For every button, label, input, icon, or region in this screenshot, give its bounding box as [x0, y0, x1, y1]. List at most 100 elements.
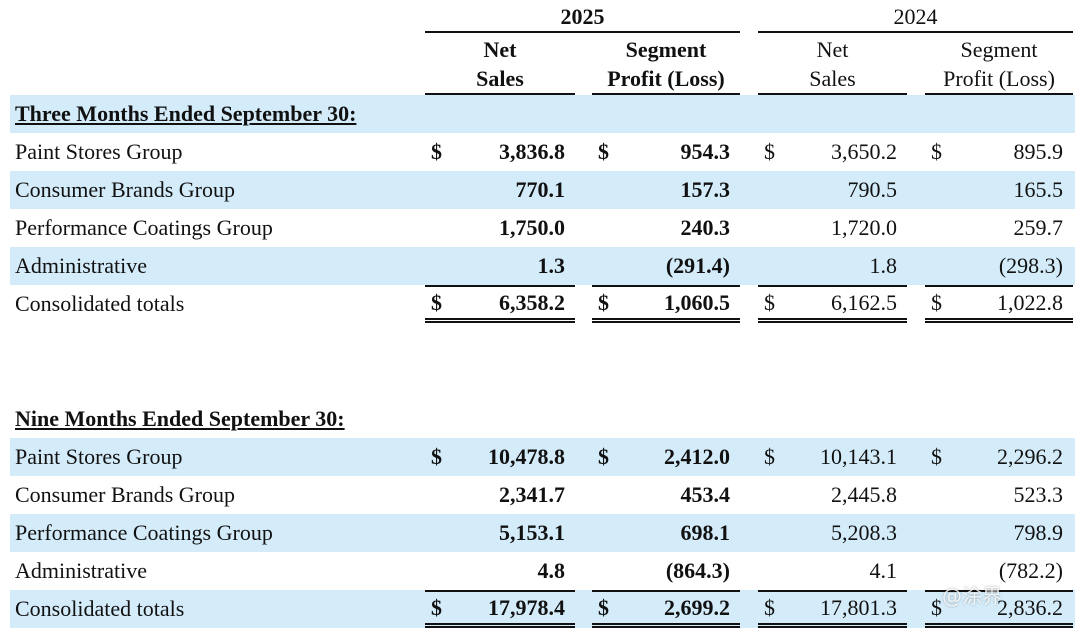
value: 2,341.7 [499, 482, 565, 507]
value-cell: 523.3 [925, 476, 1073, 514]
header-line: Sales [809, 66, 856, 91]
value: (864.3) [665, 558, 730, 583]
section-title: Nine Months Ended September 30: [15, 406, 345, 431]
value-cell: 4.1 [758, 552, 907, 590]
totals-row: Consolidated totals $17,978.4 $2,699.2 $17,… [10, 590, 1075, 628]
row-label: Consumer Brands Group [15, 177, 235, 202]
table-row: Consumer Brands Group 2,341.7 453.4 2,445.8… [10, 476, 1075, 514]
value: 798.9 [1013, 520, 1064, 545]
value-cell: 790.5 [758, 171, 907, 209]
currency-symbol: $ [431, 139, 442, 164]
currency-symbol: $ [931, 444, 942, 469]
row-label: Consolidated totals [15, 596, 185, 621]
value: 6,162.5 [831, 289, 897, 315]
value: 240.3 [680, 215, 731, 240]
value: 1.3 [537, 253, 566, 278]
value-cell: $10,478.8 [425, 438, 575, 476]
value-cell: (864.3) [592, 552, 740, 590]
value-cell: 4.8 [425, 552, 575, 590]
value: 165.5 [1013, 177, 1064, 202]
value: 6,358.2 [499, 289, 565, 315]
value: 4.8 [537, 558, 566, 583]
value: 10,143.1 [820, 444, 897, 469]
value: 523.3 [1013, 482, 1064, 507]
header-line: Segment [960, 37, 1038, 62]
currency-symbol: $ [764, 444, 775, 469]
section-header-row: Three Months Ended September 30: [10, 95, 1075, 133]
net-sales-2025-header: Net Sales [425, 35, 575, 95]
header-line: Profit (Loss) [943, 66, 1055, 91]
value-cell: $17,978.4 [425, 590, 575, 628]
header-line: Net [816, 37, 849, 62]
currency-symbol: $ [598, 444, 609, 469]
currency-symbol: $ [431, 444, 442, 469]
row-label: Performance Coatings Group [15, 520, 273, 545]
value: 1,720.0 [831, 215, 897, 240]
value-cell: $895.9 [925, 133, 1073, 171]
row-label: Consumer Brands Group [15, 482, 235, 507]
table-row: Administrative 4.8 (864.3) 4.1 (782.2) [10, 552, 1075, 590]
value: 5,208.3 [831, 520, 897, 545]
value-cell: 5,208.3 [758, 514, 907, 552]
value-cell: $6,162.5 [758, 285, 907, 323]
value: 453.4 [680, 482, 731, 507]
year-header-row: 2025 2024 [10, 3, 1075, 33]
value-cell: (291.4) [592, 247, 740, 285]
row-label: Consolidated totals [15, 291, 185, 316]
value: 2,836.2 [997, 594, 1063, 620]
value-cell: $1,060.5 [592, 285, 740, 323]
value-cell: 698.1 [592, 514, 740, 552]
value-cell: (782.2) [925, 552, 1073, 590]
currency-symbol: $ [598, 289, 609, 315]
value: 954.3 [680, 139, 731, 164]
value: 17,801.3 [820, 594, 897, 620]
value: 698.1 [680, 520, 731, 545]
table-row: Performance Coatings Group 1,750.0 240.3 1,… [10, 209, 1075, 247]
table-row: Performance Coatings Group 5,153.1 698.1 5,… [10, 514, 1075, 552]
value-cell: 5,153.1 [425, 514, 575, 552]
value: 10,478.8 [488, 444, 565, 469]
row-label: Paint Stores Group [15, 139, 183, 164]
currency-symbol: $ [764, 289, 775, 315]
table-row: Consumer Brands Group 770.1 157.3 790.5 165.… [10, 171, 1075, 209]
value-cell: $2,412.0 [592, 438, 740, 476]
value-cell: 1.8 [758, 247, 907, 285]
row-label: Paint Stores Group [15, 444, 183, 469]
value-cell: $3,836.8 [425, 133, 575, 171]
value-cell: 1,720.0 [758, 209, 907, 247]
value: 2,412.0 [664, 444, 730, 469]
value-cell: $954.3 [592, 133, 740, 171]
column-header-row: Net Sales Segment Profit (Loss) Net Sales S… [10, 35, 1075, 95]
value-cell: 453.4 [592, 476, 740, 514]
header-line: Segment [625, 37, 707, 62]
section-header-row: Nine Months Ended September 30: [10, 400, 1075, 438]
row-label: Administrative [15, 558, 147, 583]
value-cell: $10,143.1 [758, 438, 907, 476]
currency-symbol: $ [931, 139, 942, 164]
value: 17,978.4 [488, 594, 565, 620]
table-row: Paint Stores Group $10,478.8 $2,412.0 $10,1… [10, 438, 1075, 476]
value: 1,022.8 [997, 289, 1063, 315]
totals-row: Consolidated totals $6,358.2 $1,060.5 $6,16… [10, 285, 1075, 323]
value-cell: $17,801.3 [758, 590, 907, 628]
value-cell: 2,445.8 [758, 476, 907, 514]
watermark: @涂界 [942, 584, 1002, 608]
currency-symbol: $ [598, 139, 609, 164]
year-2024-header: 2024 [758, 5, 1073, 33]
currency-symbol: $ [431, 594, 442, 620]
value: 770.1 [515, 177, 566, 202]
value: 5,153.1 [499, 520, 565, 545]
value: 1,060.5 [664, 289, 730, 315]
value: 259.7 [1013, 215, 1064, 240]
value-cell: 240.3 [592, 209, 740, 247]
currency-symbol: $ [764, 139, 775, 164]
value: 3,836.8 [499, 139, 565, 164]
value: 1,750.0 [499, 215, 565, 240]
year-2025-header: 2025 [425, 5, 740, 33]
currency-symbol: $ [431, 289, 442, 315]
segment-profit-2024-header: Segment Profit (Loss) [925, 35, 1073, 95]
value-cell: $1,022.8 [925, 285, 1073, 323]
header-line: Net [483, 37, 517, 62]
table-row: Paint Stores Group $3,836.8 $954.3 $3,650.2… [10, 133, 1075, 171]
currency-symbol: $ [598, 594, 609, 620]
